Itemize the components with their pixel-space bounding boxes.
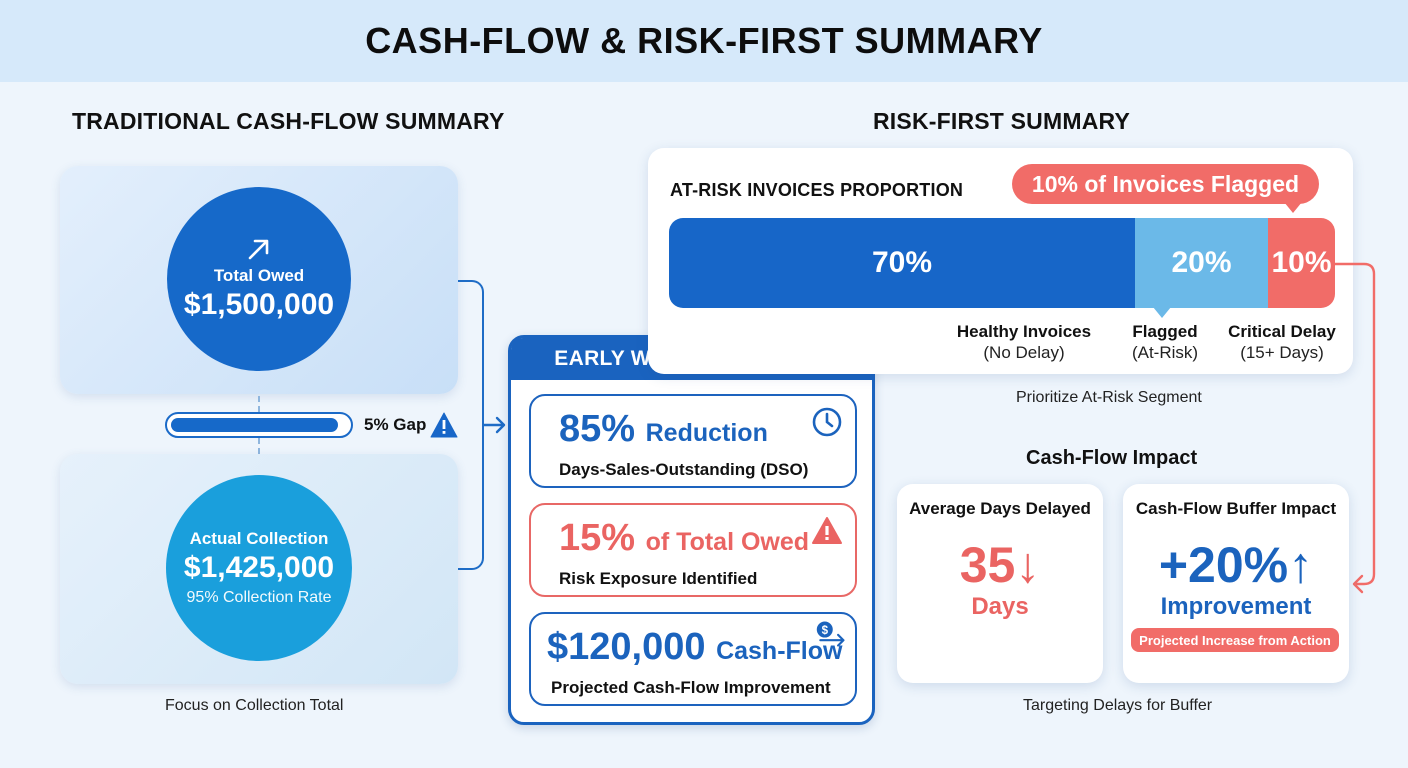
avg-days-unit: Days xyxy=(971,593,1029,620)
dashed-connector xyxy=(258,438,260,454)
avg-days-title: Average Days Delayed xyxy=(909,499,1091,518)
collection-gap-bar xyxy=(165,412,353,438)
cashflow-improvement-card: $120,000 Cash-Flow Projected Cash-Flow I… xyxy=(529,612,857,706)
cashflow-amount: $120,000 xyxy=(547,626,706,668)
warning-icon xyxy=(812,517,842,544)
svg-text:$: $ xyxy=(822,625,829,637)
clock-icon xyxy=(812,407,842,437)
collection-gap-fill xyxy=(171,418,339,432)
total-owed-label: Total Owed xyxy=(213,266,305,285)
risk-exposure-value: 15% of Total Owed xyxy=(559,517,837,563)
risk-exposure-description: Risk Exposure Identified xyxy=(559,569,758,588)
arrow-right-icon xyxy=(482,416,506,434)
buffer-impact-value: +20%↑ xyxy=(1158,537,1314,593)
header-bar: CASH-FLOW & RISK-FIRST SUMMARY xyxy=(0,0,1408,82)
legend-healthy-title: Healthy Invoices xyxy=(956,322,1092,341)
dashed-connector xyxy=(258,396,260,412)
dso-description: Days-Sales-Outstanding (DSO) xyxy=(559,460,809,479)
total-owed-value: $1,500,000 xyxy=(183,288,335,321)
flagged-badge: 10% of Invoices Flagged xyxy=(1012,164,1319,204)
legend-flagged-sub: (At-Risk) xyxy=(1131,343,1199,362)
segment-pointer xyxy=(1153,307,1171,318)
legend-critical-sub: (15+ Days) xyxy=(1240,343,1324,362)
bar-segment-flagged: 20% xyxy=(1135,218,1268,308)
risk-exposure-card: 15% of Total Owed Risk Exposure Identifi… xyxy=(529,503,857,597)
buffer-impact-card: Cash-Flow Buffer Impact +20%↑ Improvemen… xyxy=(1123,484,1349,683)
traditional-section-title: TRADITIONAL CASH-FLOW SUMMARY xyxy=(72,108,505,134)
buffer-impact-unit: Improvement xyxy=(1160,593,1312,620)
dso-reduction-value: 85% Reduction xyxy=(559,408,837,454)
total-owed-circle: Total Owed $1,500,000 xyxy=(167,187,351,371)
projected-increase-badge: Projected Increase from Action xyxy=(1131,628,1339,652)
legend-flagged: Flagged (At-Risk) xyxy=(1115,321,1215,363)
bar-segment-healthy: 70% xyxy=(669,218,1135,308)
badge-pointer xyxy=(1284,202,1302,213)
actual-collection-label: Actual Collection xyxy=(189,529,329,548)
dso-percent: 85% xyxy=(559,408,636,450)
dso-reduction-card: 85% Reduction Days-Sales-Outstanding (DS… xyxy=(529,394,857,488)
red-connector-arrow xyxy=(1334,262,1376,594)
dso-unit: Reduction xyxy=(645,419,768,447)
cashflow-unit: Cash-Flow xyxy=(716,637,843,665)
prioritize-caption: Prioritize At-Risk Segment xyxy=(1016,389,1202,406)
legend-critical: Critical Delay (15+ Days) xyxy=(1222,321,1342,363)
risk-first-section-title: RISK-FIRST SUMMARY xyxy=(873,108,1131,134)
actual-collection-value: $1,425,000 xyxy=(183,551,335,584)
collection-rate: 95% Collection Rate xyxy=(186,589,332,606)
buffer-impact-title: Cash-Flow Buffer Impact xyxy=(1135,499,1337,518)
cashflow-impact-title: Cash-Flow Impact xyxy=(1026,447,1198,469)
proportion-title: AT-RISK INVOICES PROPORTION xyxy=(670,180,964,200)
legend-healthy-sub: (No Delay) xyxy=(983,343,1065,362)
traditional-caption: Focus on Collection Total xyxy=(165,697,344,714)
gap-label: 5% Gap xyxy=(364,415,427,434)
arrow-up-right-icon xyxy=(248,239,269,260)
early-warning-panel: EARLY WARNING SYSTEM 85% Reduction Days-… xyxy=(508,335,875,725)
cashflow-description: Projected Cash-Flow Improvement xyxy=(551,678,831,697)
risk-percent: 15% xyxy=(559,517,636,559)
risk-first-caption: Targeting Delays for Buffer xyxy=(1023,697,1213,714)
risk-unit: of Total Owed xyxy=(645,528,810,556)
cashflow-improvement-value: $120,000 Cash-Flow xyxy=(547,626,842,672)
legend-flagged-title: Flagged xyxy=(1132,322,1198,341)
legend-critical-title: Critical Delay xyxy=(1228,322,1336,341)
avg-days-value: 35↓ xyxy=(959,537,1041,593)
bracket-connector xyxy=(458,280,484,570)
legend-healthy: Healthy Invoices (No Delay) xyxy=(952,321,1096,363)
avg-days-card: Average Days Delayed 35↓ Days xyxy=(897,484,1103,683)
actual-collection-circle: Actual Collection $1,425,000 95% Collect… xyxy=(166,475,352,661)
bar-segment-critical: 10% xyxy=(1268,218,1335,308)
page-title: CASH-FLOW & RISK-FIRST SUMMARY xyxy=(365,20,1043,61)
dollar-transfer-icon: $ xyxy=(816,621,845,647)
warning-icon xyxy=(430,412,458,438)
